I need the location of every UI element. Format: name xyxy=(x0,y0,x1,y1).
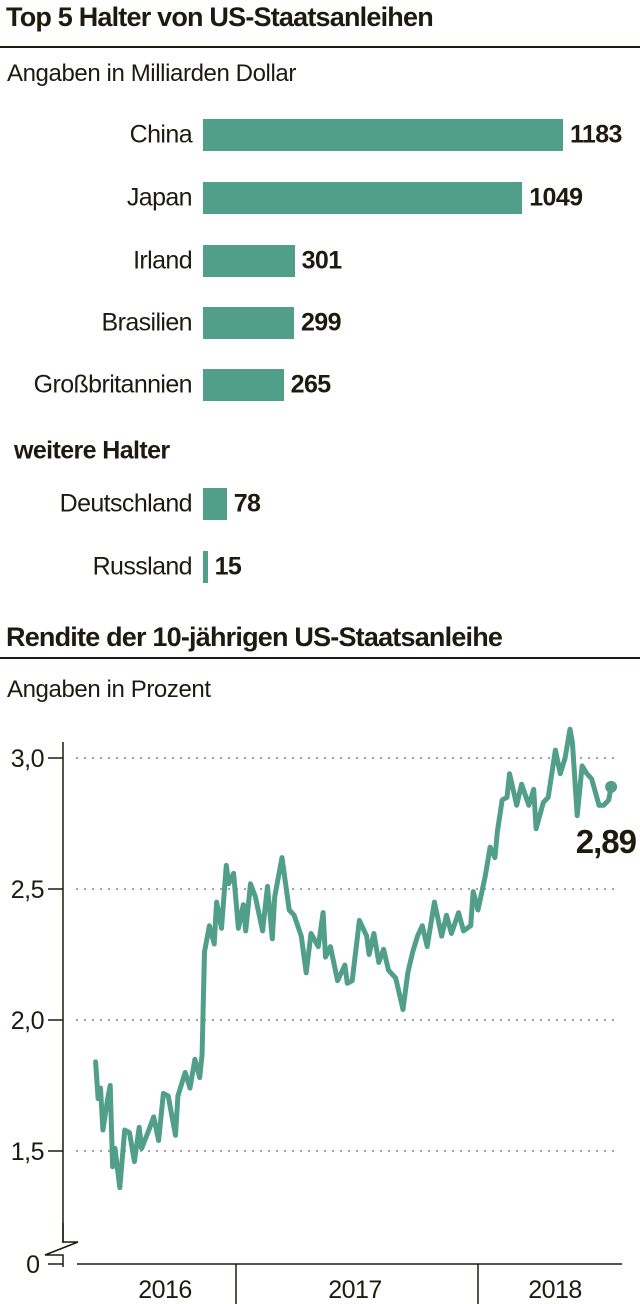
title-rule xyxy=(0,657,640,659)
bar xyxy=(203,488,227,520)
bar-chart-subtitle: Angaben in Milliarden Dollar xyxy=(7,60,296,87)
y-tick-label: 3,0 xyxy=(11,745,44,773)
bar xyxy=(203,245,295,277)
bar-value-label: 1049 xyxy=(529,183,583,212)
bar-value-label: 78 xyxy=(233,489,261,518)
bar-label: Deutschland xyxy=(59,489,193,518)
last-point-marker xyxy=(605,780,618,793)
yield-line xyxy=(93,726,614,1191)
last-value-label: 2,89 xyxy=(576,823,637,860)
x-tick-label: 2018 xyxy=(528,1276,582,1304)
bar xyxy=(203,307,294,339)
bar-label: China xyxy=(129,120,193,149)
bar-chart-title: Top 5 Halter von US-Staatsanleihen xyxy=(6,2,434,32)
bar-value-label: 265 xyxy=(290,370,332,399)
bar-value-label: 15 xyxy=(214,552,242,581)
bar-value-label: 301 xyxy=(301,246,343,275)
bar xyxy=(203,119,563,151)
y-tick-label: 2,5 xyxy=(11,876,44,904)
line-chart-title: Rendite der 10-jährigen US-Staatsanleihe xyxy=(6,622,503,652)
y-tick-label: 1,5 xyxy=(11,1138,44,1166)
bar-label: Japan xyxy=(126,183,193,212)
bar-value-label: 299 xyxy=(300,308,342,337)
bar xyxy=(203,182,523,214)
x-tick-label: 2016 xyxy=(138,1276,192,1304)
section-label: weitere Halter xyxy=(14,436,170,465)
bar-value-label: 1183 xyxy=(570,120,622,149)
axis-break-icon xyxy=(44,1223,79,1267)
x-tick-label: 2017 xyxy=(328,1276,382,1304)
bar-label: Russland xyxy=(92,552,193,581)
bar-label: Brasilien xyxy=(101,308,193,337)
bar-label: Irland xyxy=(133,246,193,275)
bar xyxy=(203,551,208,583)
bar-label: Großbritannien xyxy=(33,370,193,399)
y-tick-label: 2,0 xyxy=(11,1007,44,1035)
bar xyxy=(203,369,284,401)
line-chart-subtitle: Angaben in Prozent xyxy=(7,676,211,703)
title-rule xyxy=(0,46,640,48)
y-zero-label: 0 xyxy=(26,1251,40,1279)
